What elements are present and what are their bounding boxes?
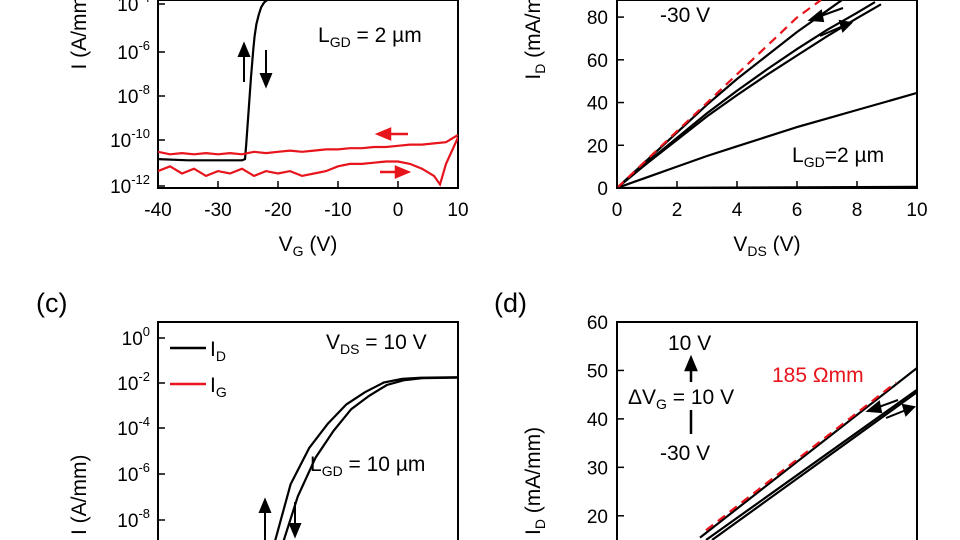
panel-b-x-ticks: 0 2 4 6 8 10 xyxy=(612,181,928,221)
panel-d-y-tick-label: 60 xyxy=(587,313,608,334)
panel-c-y-tick-label: 10-2 xyxy=(117,369,150,395)
panel-a-series-line-2 xyxy=(158,136,458,187)
panel-a-series-line-0 xyxy=(158,0,268,162)
panel-b-y-tick-label: 40 xyxy=(587,94,608,115)
panel-c-y-tick-label: 10-6 xyxy=(117,460,150,486)
panel-d-series-line-1 xyxy=(705,388,917,540)
panel-c-label: (c) xyxy=(36,288,67,318)
panel-d-y-tick-label: 30 xyxy=(587,458,608,479)
panel-a-series-line-1 xyxy=(158,134,458,156)
panel-b-y-tick-label: 60 xyxy=(587,51,608,72)
panel-b-x-tick-label: 4 xyxy=(732,200,743,221)
panel-d-sweep-arrows xyxy=(865,399,917,419)
panel-d-y-tick-label: 40 xyxy=(587,410,608,431)
panel-b-x-axis-label: VDS (V) xyxy=(733,233,800,259)
panel-b-x-tick-label: 10 xyxy=(906,200,927,221)
panel-a-red-arrows xyxy=(374,127,412,179)
legend-ig-label: IG xyxy=(210,374,227,400)
panel-a-y-ticks: 10-4 10-6 10-8 10-10 10-12 xyxy=(110,0,165,198)
panel-d-y-tick-label: 50 xyxy=(587,361,608,382)
panel-c-frame xyxy=(157,321,459,540)
panel-a-x-tick-label: -20 xyxy=(264,200,291,221)
panel-d-series-line-2 xyxy=(711,391,917,540)
panel-d-y-axis-label: ID (mA/mm) xyxy=(522,427,548,535)
panel-a-x-axis-label: VG (V) xyxy=(279,233,338,259)
panel-a-y-tick-label: 10-6 xyxy=(117,38,150,64)
panel-a: -40 -30 -20 -10 0 10 10-4 10-6 10-8 10-10 10-12 I… xyxy=(68,0,469,259)
panel-a-x-tick-label: -10 xyxy=(324,200,351,221)
panel-d-series-line-3 xyxy=(705,381,897,532)
panel-b-y-tick-label: 20 xyxy=(587,136,608,157)
panel-d-y-tick-label: 20 xyxy=(587,507,608,528)
panel-c-vds-annotation: VDS = 10 V xyxy=(326,331,427,357)
panel-c-y-axis-label: I (A/mm) xyxy=(68,455,91,535)
panel-b-x-tick-label: 6 xyxy=(792,200,803,221)
panel-c-y-ticks: 100 10-2 10-4 10-6 10-8 xyxy=(117,324,165,532)
panel-b-sweep-arrows xyxy=(807,7,854,37)
panel-c-series xyxy=(274,376,458,540)
panel-b-y-tick-label: 0 xyxy=(597,179,608,200)
panel-b-lgd-annotation: LGD=2 µm xyxy=(792,144,884,170)
panel-b-x-tick-label: 2 xyxy=(672,200,683,221)
panel-a-y-tick-label: 10-12 xyxy=(110,172,150,198)
panel-a-frame xyxy=(157,0,459,189)
panel-c-lgd-annotation: LGD = 10 µm xyxy=(310,453,425,479)
panel-d-m30v-annotation: -30 V xyxy=(660,442,710,465)
panel-b: 0 2 4 6 8 10 0 20 40 60 80 ID (mA/m VDS (V) -30 V… xyxy=(522,0,928,259)
panel-b-y-ticks: 0 20 40 60 80 xyxy=(587,8,624,200)
panel-d-series xyxy=(699,367,917,540)
panel-a-y-axis-label: I (A/mm xyxy=(68,0,91,70)
panel-c-y-tick-label: 10-8 xyxy=(117,506,150,532)
panel-d-frame xyxy=(616,321,918,540)
panel-a-lgd-annotation: LGD = 2 µm xyxy=(318,24,422,50)
panel-b-y-axis-label: ID (mA/m xyxy=(522,0,548,80)
panel-c: (c) 100 10-2 10-4 10-6 10-8 I (A/mm) ID IG V… xyxy=(36,288,459,540)
legend-id-label: ID xyxy=(210,338,226,364)
panel-a-y-tick-label: 10-4 xyxy=(117,0,150,16)
panel-d-up-arrow xyxy=(684,354,698,434)
panel-b-series-line-4 xyxy=(617,185,917,188)
panel-a-series xyxy=(158,0,458,187)
panel-a-x-tick-label: 10 xyxy=(447,200,468,221)
panel-a-sweep-arrows xyxy=(237,41,273,89)
panel-d-y-ticks: 20 30 40 50 60 xyxy=(587,313,624,528)
panel-c-sweep-arrows xyxy=(258,497,302,540)
panel-b-y-tick-label: 80 xyxy=(587,8,608,29)
panel-b-x-tick-label: 8 xyxy=(852,200,863,221)
panel-a-x-ticks: -40 -30 -20 -10 0 10 xyxy=(144,181,469,221)
panel-a-x-tick-label: -40 xyxy=(144,200,171,221)
panel-b-series-line-3 xyxy=(617,91,917,188)
panel-b-series-line-5 xyxy=(617,0,822,188)
panel-a-y-tick-label: 10-8 xyxy=(117,82,150,108)
panel-d-label: (d) xyxy=(494,288,527,318)
panel-c-y-tick-label: 100 xyxy=(122,324,150,350)
panel-c-legend: ID IG xyxy=(170,338,227,400)
panel-d-resistance-annotation: 185 Ωmm xyxy=(772,364,864,387)
panel-d-series-line-0 xyxy=(699,367,917,539)
panel-b-vg-annotation: -30 V xyxy=(660,4,710,27)
panel-c-y-tick-label: 10-4 xyxy=(117,414,150,440)
panel-c-series-line-1 xyxy=(282,376,458,540)
panel-d: (d) 20 30 40 50 60 ID (mA/mm) 10 V ΔVG = 10 … xyxy=(494,288,918,540)
panel-d-dvg-annotation: ΔVG = 10 V xyxy=(628,386,734,412)
panel-a-y-tick-label: 10-10 xyxy=(110,126,150,152)
panel-b-x-tick-label: 0 xyxy=(612,200,623,221)
panel-a-x-tick-label: -30 xyxy=(204,200,231,221)
panel-d-10v-annotation: 10 V xyxy=(668,332,711,355)
panel-a-x-tick-label: 0 xyxy=(393,200,404,221)
